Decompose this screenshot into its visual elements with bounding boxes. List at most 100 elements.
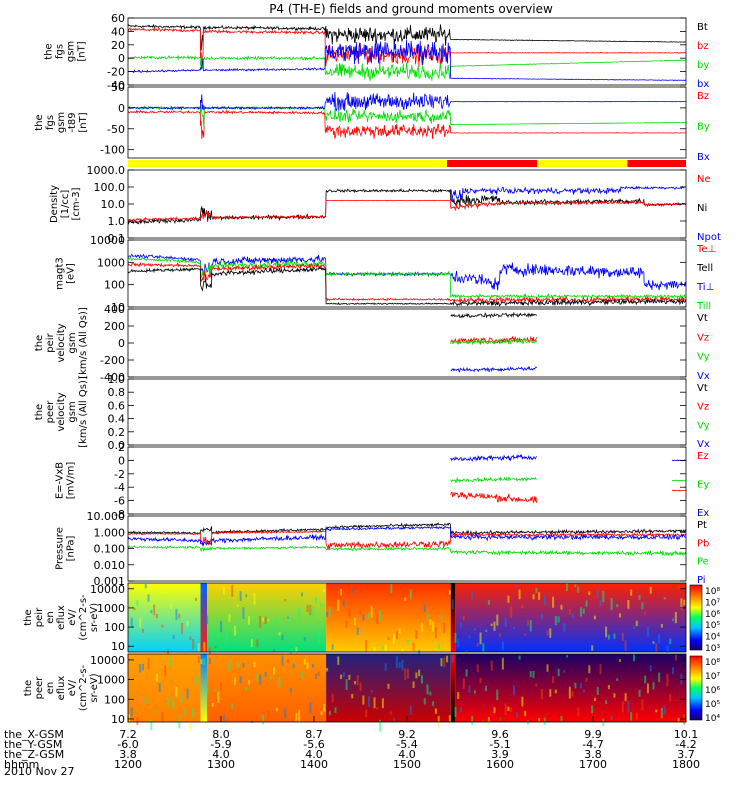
legend-entry: Vx bbox=[697, 371, 710, 382]
spectrogram-pixel bbox=[367, 612, 370, 619]
spectrogram-pixel bbox=[345, 620, 348, 628]
spectrogram-pixel bbox=[412, 681, 415, 688]
ephemeris-value: 10.1 bbox=[674, 728, 699, 741]
spectrogram-pixel bbox=[222, 587, 225, 595]
legend-entry: Ez bbox=[697, 451, 709, 462]
y-axis-label-line: fgs bbox=[45, 115, 56, 130]
spectrogram-pixel bbox=[362, 614, 365, 621]
spectrogram-pixel bbox=[674, 654, 677, 661]
y-tick-label: 10.0 bbox=[101, 198, 126, 211]
spectrogram-pixel bbox=[172, 700, 175, 709]
spectrogram-pixel bbox=[247, 680, 250, 685]
spectrogram-pixel bbox=[677, 718, 680, 724]
spectrogram-pixel bbox=[328, 710, 331, 716]
spectrogram-pixel bbox=[507, 706, 510, 712]
panel-frame bbox=[127, 378, 687, 446]
spectrogram-pixel bbox=[273, 667, 276, 675]
spectrogram-pixel bbox=[144, 583, 147, 589]
legend-entry: bz bbox=[697, 41, 709, 52]
spectrogram-pixel bbox=[619, 613, 622, 618]
spectrogram-pixel bbox=[292, 620, 295, 624]
y-axis-label: the peir en eflux eV/(cm^2-s-sr-eV) bbox=[23, 594, 100, 641]
mode-bar-segment bbox=[446, 160, 538, 167]
y-tick-label: -4 bbox=[114, 481, 125, 494]
spectrogram-pixel bbox=[172, 634, 175, 640]
spectrogram-pixel bbox=[359, 610, 362, 616]
spectrogram-pixel bbox=[228, 660, 231, 672]
spectrogram-pixel bbox=[351, 589, 354, 594]
spectrogram-pixel bbox=[577, 707, 580, 716]
spectrogram-pixel bbox=[250, 639, 253, 647]
y-axis-label-line: peer bbox=[34, 676, 45, 700]
spectrogram-pixel bbox=[261, 617, 264, 622]
spectrogram-pixel bbox=[348, 674, 351, 680]
series-line bbox=[128, 525, 686, 547]
ephemeris-value: 1700 bbox=[579, 758, 607, 771]
spectrogram-pixel bbox=[141, 663, 144, 671]
series-line bbox=[128, 91, 686, 112]
y-tick-label: 100.0 bbox=[94, 181, 126, 194]
spectrogram-pixel bbox=[136, 717, 139, 726]
spectrogram-pixel bbox=[153, 604, 156, 616]
spectrogram-pixel bbox=[393, 634, 396, 644]
spectrogram-pixel bbox=[390, 584, 393, 594]
legend-entry: by bbox=[697, 60, 709, 71]
series-line bbox=[128, 39, 686, 81]
colorbar-label: 10⁶ bbox=[705, 610, 720, 620]
y-axis-label: E=-VxB [mV/m] bbox=[55, 462, 77, 500]
legend-entry: Te⊥ bbox=[696, 244, 716, 255]
spectrogram-pixel bbox=[169, 604, 172, 609]
spectrogram-pixel bbox=[672, 667, 675, 674]
spectrogram-pixel bbox=[451, 656, 454, 663]
ephemeris-value: 1600 bbox=[486, 758, 514, 771]
y-tick-label: -2 bbox=[114, 468, 125, 481]
spectrogram-pixel bbox=[549, 689, 552, 697]
spectrogram-pixel bbox=[303, 637, 306, 641]
y-axis-label: the fgs gsm [nT] bbox=[44, 41, 88, 62]
spectrogram-pixel bbox=[543, 594, 546, 606]
spectrogram-pixel bbox=[554, 689, 557, 694]
spectrogram-pixel bbox=[353, 618, 356, 625]
spectrogram-pixel bbox=[139, 618, 142, 628]
y-axis-label-line: [eV] bbox=[66, 263, 77, 284]
spectrogram-pixel bbox=[518, 655, 521, 660]
y-tick-label: 0 bbox=[118, 102, 125, 115]
spectrogram-pixel bbox=[540, 613, 543, 620]
legend-entry: Vz bbox=[697, 402, 709, 413]
spectrogram-pixel bbox=[613, 693, 616, 698]
spectrogram-pixel bbox=[192, 708, 195, 718]
spectrogram-pixel bbox=[144, 697, 147, 704]
spectrogram-pixel bbox=[593, 615, 596, 620]
spectrogram-pixel bbox=[178, 717, 181, 729]
spectrogram-pixel bbox=[557, 616, 560, 623]
spectrogram-pixel bbox=[440, 615, 443, 619]
spectrogram-pixel bbox=[189, 721, 192, 731]
spectrogram-pixel bbox=[599, 599, 602, 607]
ephemeris-label: the_Z-GSM bbox=[4, 748, 64, 761]
spectrogram-pixel bbox=[169, 657, 172, 667]
series-line bbox=[128, 109, 686, 140]
panel-frame bbox=[127, 169, 687, 239]
spectrogram-pixel bbox=[141, 628, 144, 633]
spectrogram-pixel bbox=[295, 712, 298, 722]
spectrogram-pixel bbox=[214, 689, 217, 692]
spectrogram-pixel bbox=[342, 672, 345, 678]
y-axis-label-line: eV/ bbox=[67, 609, 78, 626]
spectrogram-pixel bbox=[298, 709, 301, 722]
spectrogram-pixel bbox=[529, 671, 532, 677]
spectrogram-pixel bbox=[337, 656, 340, 665]
y-axis-label-line: eV/ bbox=[67, 679, 78, 696]
spectrogram-pixel bbox=[579, 683, 582, 689]
spectrogram-pixel bbox=[331, 644, 334, 650]
spectrogram-pixel bbox=[192, 639, 195, 650]
spectrogram-pixel bbox=[147, 594, 150, 602]
y-axis-label-line: magt3 bbox=[55, 257, 66, 290]
spectrogram-pixel bbox=[588, 591, 591, 595]
colorbar-label: 10⁶ bbox=[705, 686, 720, 696]
spectrogram-pixel bbox=[524, 710, 527, 717]
spectrogram-pixel bbox=[384, 644, 387, 652]
spectrogram-pixel bbox=[275, 707, 278, 712]
spectrogram-pixel bbox=[468, 634, 471, 639]
series-line bbox=[128, 187, 686, 225]
spectrogram-pixel bbox=[220, 620, 223, 633]
